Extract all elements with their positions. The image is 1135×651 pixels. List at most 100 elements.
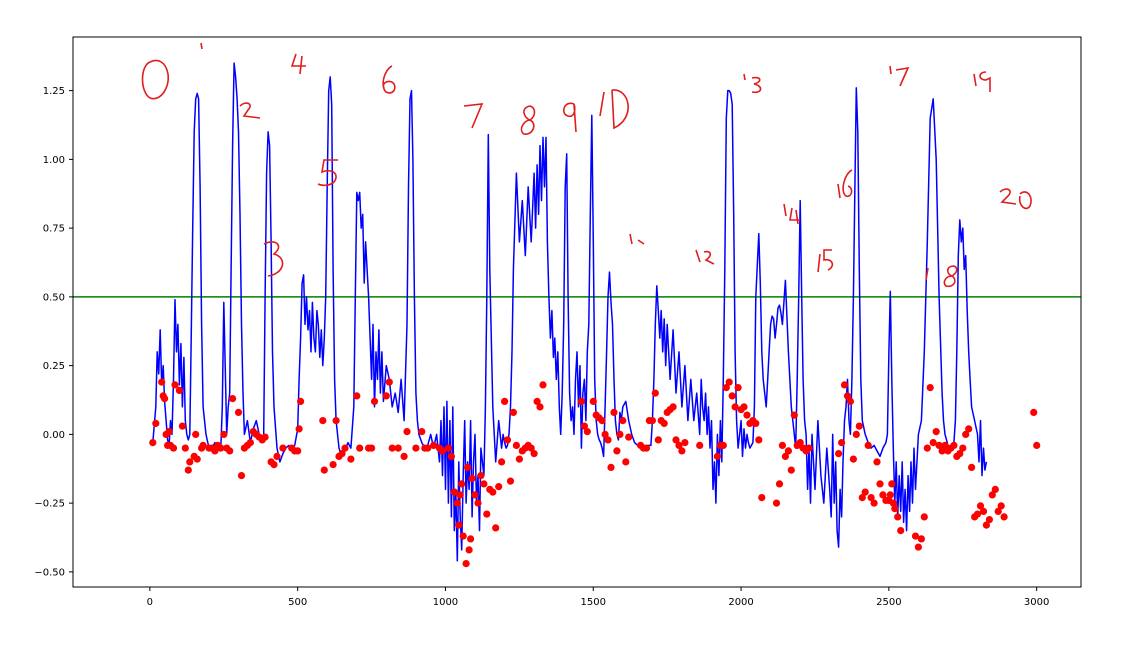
- peak-marker: [835, 450, 843, 458]
- peak-marker: [489, 488, 497, 496]
- peak-marker: [778, 441, 787, 449]
- handwritten-annotations: [141, 42, 1032, 288]
- peak-marker: [651, 389, 659, 397]
- peak-marker: [601, 430, 609, 438]
- peak-marker: [796, 439, 804, 447]
- y-tick-label: −0.25: [34, 499, 65, 510]
- y-tick-label: 0.00: [43, 430, 65, 441]
- peak-marker: [888, 480, 896, 488]
- peak-marker: [654, 436, 662, 444]
- peak-marker: [625, 433, 633, 441]
- peak-marker: [962, 430, 970, 438]
- peak-marker: [1000, 513, 1008, 521]
- peak-marker: [911, 532, 920, 540]
- peak-marker: [956, 450, 964, 458]
- peak-marker: [294, 447, 302, 455]
- peak-marker: [353, 392, 361, 400]
- peak-marker: [506, 477, 515, 485]
- peak-marker: [642, 444, 651, 452]
- y-axis: −0.50 −0.25 0.00 0.25 0.50 0.75 1.00 1.25: [34, 86, 73, 578]
- peak-marker: [752, 419, 760, 427]
- peak-marker: [229, 395, 237, 403]
- peak-marker: [186, 458, 194, 466]
- peak-marker: [169, 444, 178, 452]
- peak-marker: [474, 499, 482, 507]
- peak-marker: [675, 441, 683, 449]
- peak-marker: [681, 439, 689, 447]
- peak-marker: [889, 499, 897, 507]
- peak-marker: [997, 502, 1005, 510]
- peak-marker: [740, 403, 748, 411]
- peak-marker: [994, 507, 1002, 515]
- peak-marker: [713, 452, 722, 460]
- peak-marker: [991, 485, 999, 493]
- peak-marker: [388, 444, 396, 452]
- peak-marker: [843, 392, 852, 400]
- peak-marker: [338, 450, 346, 458]
- peak-marker: [758, 494, 766, 502]
- peak-marker: [184, 466, 192, 474]
- peak-marker: [515, 455, 524, 463]
- peak-marker: [220, 430, 228, 438]
- peak-marker: [498, 458, 506, 466]
- peak-marker: [165, 428, 173, 436]
- annotation-6: [382, 65, 396, 94]
- peak-marker: [471, 491, 479, 499]
- peak-marker: [616, 430, 624, 438]
- peak-marker: [580, 422, 589, 430]
- annotation-5: [317, 159, 338, 187]
- annotation-20: [999, 188, 1032, 210]
- annotation-15: [817, 249, 834, 273]
- y-tick-label: −0.50: [34, 567, 65, 578]
- peak-marker: [725, 378, 733, 386]
- peak-marker: [539, 381, 547, 389]
- peak-marker: [973, 510, 982, 518]
- peak-marker: [1030, 408, 1038, 416]
- peak-marker: [458, 480, 466, 488]
- peak-marker: [920, 513, 928, 521]
- peak-marker: [894, 513, 902, 521]
- peak-marker: [430, 441, 438, 449]
- peak-marker: [192, 430, 200, 438]
- peak-marker: [530, 450, 538, 458]
- peak-marker: [941, 441, 949, 449]
- annotation-11: [629, 233, 645, 245]
- peak-marker: [858, 494, 866, 502]
- peak-marker: [613, 447, 621, 455]
- peak-marker: [781, 452, 790, 460]
- peak-marker: [669, 403, 677, 411]
- peak-marker: [171, 381, 179, 389]
- y-tick-label: 0.25: [43, 361, 65, 372]
- peak-marker: [480, 480, 488, 488]
- x-tick-label: 500: [288, 597, 307, 608]
- x-axis: 0 500 1000 1500 2000 2500 3000: [147, 587, 1049, 608]
- peak-marker: [199, 441, 207, 449]
- peak-marker: [400, 452, 408, 460]
- peak-marker: [447, 452, 455, 460]
- peak-marker: [329, 461, 337, 469]
- annotation-19: [973, 71, 991, 92]
- peak-marker: [743, 411, 751, 419]
- y-tick-label: 1.25: [43, 86, 65, 97]
- peak-marker: [589, 397, 597, 405]
- peak-marker: [864, 441, 872, 449]
- peak-marker: [660, 419, 668, 427]
- peak-marker: [648, 417, 657, 425]
- peak-marker: [678, 447, 686, 455]
- peak-marker: [175, 386, 183, 394]
- peak-marker: [886, 491, 894, 499]
- peak-marker: [622, 458, 630, 466]
- peak-marker: [959, 444, 967, 452]
- peak-marker: [356, 444, 364, 452]
- peak-marker: [772, 499, 781, 507]
- peak-marker: [790, 411, 798, 419]
- peak-marker: [468, 474, 476, 482]
- peak-marker: [876, 480, 884, 488]
- annotation-13: [743, 73, 762, 94]
- annotation-9: [562, 102, 577, 133]
- peak-marker: [923, 444, 931, 452]
- peak-marker: [604, 436, 612, 444]
- peak-marker: [846, 397, 855, 405]
- peak-marker: [495, 483, 503, 491]
